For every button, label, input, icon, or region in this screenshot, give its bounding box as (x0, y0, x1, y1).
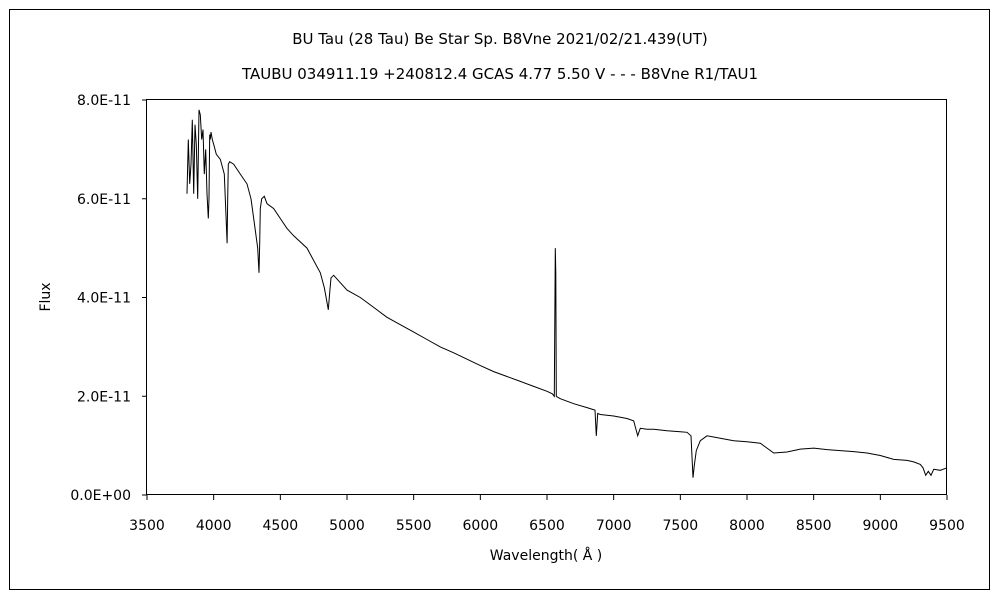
x-tick-label: 6500 (529, 518, 565, 534)
y-tick-label: 4.0E-11 (77, 291, 131, 307)
x-tick-label: 5000 (329, 518, 365, 534)
plot-area (146, 99, 947, 495)
outer-border (9, 9, 990, 590)
y-axis: 0.0E+00 2.0E-11 4.0E-11 6.0E-11 8.0E-11 (70, 93, 147, 504)
x-tick-label: 5500 (396, 518, 432, 534)
x-tick-label: 7000 (596, 518, 632, 534)
spectrum-line (186, 109, 948, 478)
x-tick-label: 4500 (263, 518, 299, 534)
x-tick-label: 8500 (796, 518, 832, 534)
x-tick-label: 8000 (729, 518, 765, 534)
x-tick-label: 4000 (196, 518, 232, 534)
chart-subtitle: TAUBU 034911.19 +240812.4 GCAS 4.77 5.50… (241, 65, 758, 83)
y-tick-label: 8.0E-11 (77, 93, 131, 109)
x-axis-label: Wavelength( Å ) (490, 547, 602, 564)
x-tick-label: 9000 (863, 518, 899, 534)
x-tick-label: 6000 (463, 518, 499, 534)
series-group (186, 109, 948, 478)
x-tick-label: 3500 (129, 518, 165, 534)
y-tick-label: 0.0E+00 (70, 488, 131, 504)
y-axis-label: Flux (38, 282, 54, 311)
x-axis: 3500 4000 4500 5000 5500 6000 6500 7000 7500 8000… (129, 495, 965, 534)
x-tick-label: 9500 (929, 518, 965, 534)
y-tick-label: 6.0E-11 (77, 192, 131, 208)
x-tick-label: 7500 (663, 518, 699, 534)
chart-title: BU Tau (28 Tau) Be Star Sp. B8Vne 2021/0… (292, 30, 708, 48)
y-tick-label: 2.0E-11 (77, 389, 131, 405)
